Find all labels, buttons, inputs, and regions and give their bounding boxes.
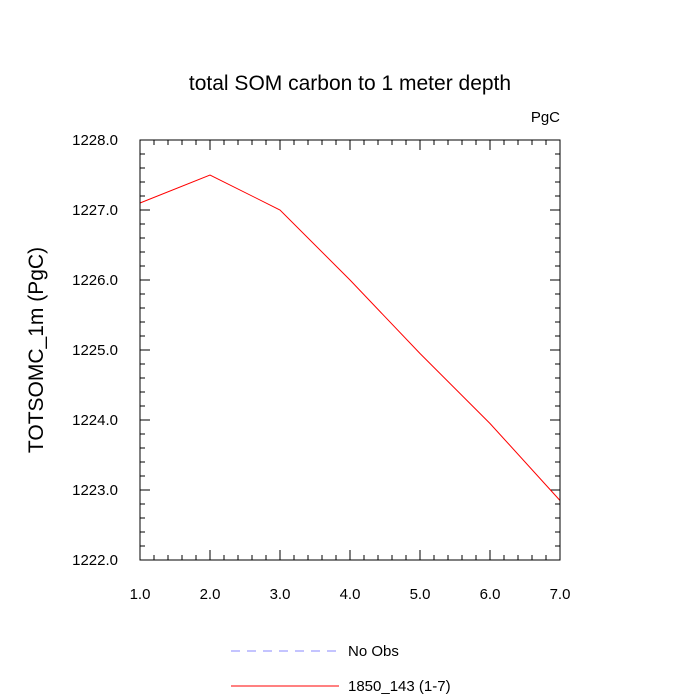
y-tick-label: 1225.0 [72, 342, 118, 359]
y-tick-label: 1224.0 [72, 412, 118, 429]
major-ticks [139, 139, 561, 561]
x-tick-label: 6.0 [480, 586, 501, 603]
x-tick-label: 7.0 [550, 586, 571, 603]
y-tick-label: 1226.0 [72, 272, 118, 289]
x-tick-label: 2.0 [200, 586, 221, 603]
plot-frame [139, 139, 561, 561]
x-tick-labels: 1.0 2.0 3.0 4.0 5.0 6.0 7.0 [130, 586, 571, 603]
y-tick-label: 1227.0 [72, 202, 118, 219]
series-line-1 [139, 174, 561, 501]
x-tick-label: 5.0 [410, 586, 431, 603]
legend: No Obs 1850_143 (1-7) [231, 643, 451, 695]
y-tick-label: 1223.0 [72, 482, 118, 499]
y-axis-label: TOTSOMC_1m (PgC) [25, 247, 48, 453]
x-tick-label: 3.0 [270, 586, 291, 603]
series-lines [139, 174, 561, 501]
y-tick-label: 1222.0 [72, 552, 118, 569]
y-tick-label: 1228.0 [72, 132, 118, 149]
x-tick-label: 4.0 [340, 586, 361, 603]
units-label: PgC [531, 109, 560, 126]
minor-ticks [140, 140, 560, 560]
legend-label-1850-143: 1850_143 (1-7) [348, 678, 451, 695]
x-tick-label: 1.0 [130, 586, 151, 603]
chart-title: total SOM carbon to 1 meter depth [189, 72, 511, 95]
y-tick-labels: 1222.0 1223.0 1224.0 1225.0 1226.0 1227.0 1228… [72, 132, 118, 569]
legend-label-no-obs: No Obs [348, 643, 399, 660]
